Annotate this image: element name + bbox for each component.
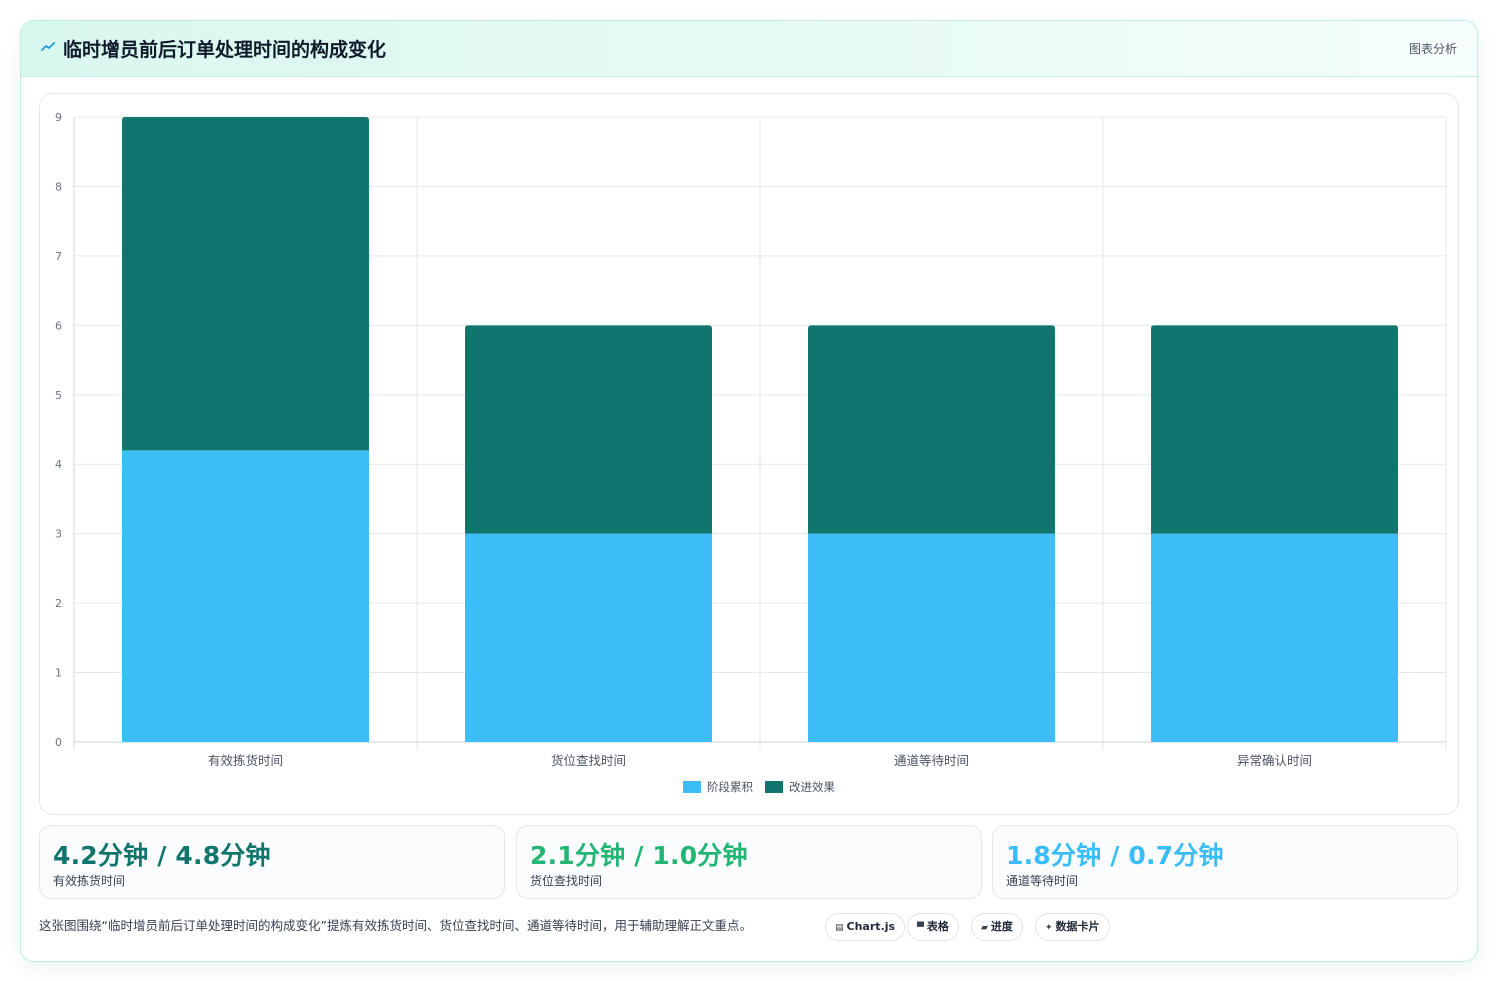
x-tick-label: 异常确认时间 xyxy=(1237,753,1312,768)
legend-swatch xyxy=(683,781,701,793)
chip-table[interactable]: ▀ 表格 xyxy=(907,913,959,941)
stat-card-picking: 4.2分钟 / 4.8分钟 有效拣货时间 xyxy=(39,825,505,899)
progress-icon: ▰ xyxy=(981,923,988,933)
y-tick-label: 0 xyxy=(55,736,62,749)
chip-progress[interactable]: ▰ 进度 xyxy=(971,913,1023,941)
stat-label: 货位查找时间 xyxy=(530,874,603,888)
trend-line-icon xyxy=(41,42,55,51)
legend-label: 阶段累积 xyxy=(707,780,753,794)
card-header: 临时增员前后订单处理时间的构成变化 图表分析 xyxy=(21,21,1477,77)
y-tick-label: 3 xyxy=(55,528,62,541)
bar-segment xyxy=(465,533,712,742)
bar-segment xyxy=(465,325,712,534)
y-tick-label: 8 xyxy=(55,180,62,193)
stat-value: 4.2分钟 / 4.8分钟 xyxy=(53,841,271,870)
chart-container: 0 1 2 3 4 5 6 7 8 9 有效拣货时间 货位查找时间 通道等待时间 异常确认时间阶段累积 改进… xyxy=(39,93,1459,815)
chip-chartjs[interactable]: ▤ Chart.js xyxy=(825,913,906,941)
bar-segment xyxy=(808,325,1055,534)
y-tick-label: 2 xyxy=(55,597,62,610)
stat-value: 2.1分钟 / 1.0分钟 xyxy=(530,841,748,870)
x-tick-label: 有效拣货时间 xyxy=(208,753,283,768)
bar-segment xyxy=(1151,533,1398,742)
stat-label: 有效拣货时间 xyxy=(53,874,126,888)
bar-segment xyxy=(1151,325,1398,534)
y-tick-label: 6 xyxy=(55,319,62,332)
stat-card-aisle: 1.8分钟 / 0.7分钟 通道等待时间 xyxy=(992,825,1458,899)
chart-caption: 这张图围绕“临时增员前后订单处理时间的构成变化”提炼有效拣货时间、货位查找时间、… xyxy=(39,918,752,933)
x-tick-label: 通道等待时间 xyxy=(894,753,969,768)
bar-segment xyxy=(122,450,369,742)
legend-swatch xyxy=(765,781,783,793)
chart-card: 临时增员前后订单处理时间的构成变化 图表分析 0 1 2 3 4 5 6 7 8 9 有效拣货时间货… xyxy=(20,20,1478,962)
chip-label: 数据卡片 xyxy=(1055,920,1100,933)
y-tick-label: 9 xyxy=(55,111,62,124)
y-tick-label: 5 xyxy=(55,389,62,402)
y-tick-label: 1 xyxy=(55,667,62,680)
page-title: 临时增员前后订单处理时间的构成变化 xyxy=(63,39,387,61)
table-icon: ▀ xyxy=(917,923,924,933)
y-tick-label: 4 xyxy=(55,458,62,471)
sparkle-icon: ✦ xyxy=(1045,923,1053,933)
bar-segment xyxy=(122,117,369,451)
y-tick-label: 7 xyxy=(55,250,62,263)
chart-icon: ▤ xyxy=(835,923,844,933)
chip-data-card[interactable]: ✦ 数据卡片 xyxy=(1035,913,1110,941)
x-tick-label: 货位查找时间 xyxy=(551,753,626,768)
stat-cards: 4.2分钟 / 4.8分钟 有效拣货时间 2.1分钟 / 1.0分钟 货位查找时… xyxy=(39,825,1459,899)
legend-label: 改进效果 xyxy=(789,780,835,794)
stat-card-location: 2.1分钟 / 1.0分钟 货位查找时间 xyxy=(516,825,982,899)
chart-analysis-tag: 图表分析 xyxy=(1408,42,1457,56)
stat-value: 1.8分钟 / 0.7分钟 xyxy=(1006,841,1224,870)
stat-label: 通道等待时间 xyxy=(1006,874,1079,888)
chip-label: 表格 xyxy=(926,920,949,933)
chip-label: 进度 xyxy=(990,920,1013,933)
chip-label: Chart.js xyxy=(846,920,896,933)
bar-segment xyxy=(808,533,1055,742)
